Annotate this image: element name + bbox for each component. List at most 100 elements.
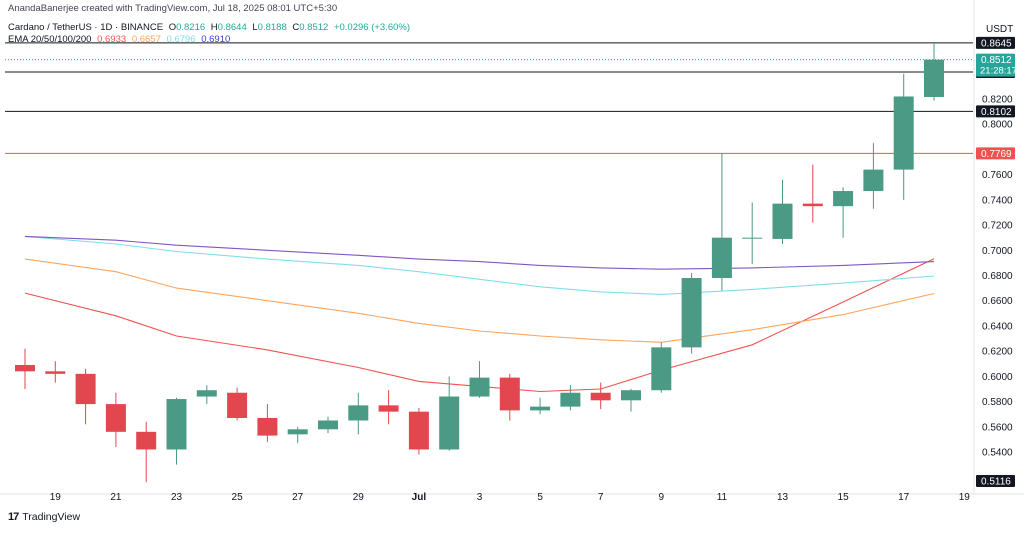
candle: [15, 348, 35, 389]
current-price-label: 0.8512: [981, 55, 1012, 66]
y-tick-label: 0.5800: [982, 397, 1013, 408]
candle: [45, 361, 66, 383]
candle-body: [651, 347, 672, 391]
candle-body: [590, 392, 611, 401]
candle: [651, 342, 672, 393]
high-value: 0.8644: [217, 22, 247, 33]
y-tick-label: 0.6600: [982, 296, 1013, 307]
ema200-value: 0.6910: [201, 34, 231, 45]
change-value: +0.0296 (+3.60%): [333, 22, 411, 33]
ema-line-ema200: [24, 235, 935, 270]
close-label: C: [292, 22, 300, 33]
candle-body: [772, 203, 793, 239]
candle-body: [105, 404, 126, 432]
candle: [136, 421, 157, 483]
level-label-box: [976, 105, 1015, 118]
tv-logo-icon: 17: [8, 511, 19, 523]
candle-body: [287, 429, 308, 435]
close-value: 0.8512: [299, 22, 329, 33]
x-tick-label: 5: [537, 492, 543, 503]
candle: [863, 143, 884, 209]
y-tick-label: 0.7200: [982, 221, 1013, 232]
candle: [681, 272, 702, 354]
ema50-value: 0.6657: [131, 34, 161, 45]
candle: [621, 388, 641, 412]
candle-body: [227, 392, 248, 418]
candle: [105, 392, 126, 447]
x-tick-label: 11: [717, 492, 728, 503]
y-tick-label: 0.6000: [982, 372, 1013, 383]
chart-legend: Cardano / TetherUS · 1D · BINANCE O0.821…: [8, 22, 413, 46]
x-tick-label: 19: [50, 492, 62, 503]
candle-body: [560, 392, 581, 407]
candle-body: [318, 420, 338, 430]
y-tick-label: 0.8200: [982, 95, 1013, 106]
candle-body: [499, 377, 520, 411]
candle-body: [196, 390, 217, 397]
y-tick-label: 0.6400: [982, 321, 1013, 332]
x-tick-label: 15: [838, 492, 850, 503]
candle-body: [893, 96, 914, 170]
candle-body: [742, 237, 763, 239]
candle-body: [802, 203, 823, 207]
candle-body: [348, 405, 369, 421]
x-tick-label: 27: [292, 492, 304, 503]
candle: [408, 407, 429, 455]
ema100-value: 0.6796: [166, 34, 196, 45]
candle-body: [711, 237, 732, 279]
level-label-box: [976, 147, 1015, 160]
candle: [560, 385, 581, 411]
tv-brand-name: TradingView: [22, 511, 81, 523]
open-label: O: [168, 22, 177, 33]
candle-body: [621, 390, 641, 401]
candle: [75, 368, 96, 425]
candle-body: [136, 431, 157, 450]
low-value: 0.8188: [257, 22, 287, 33]
candle: [893, 73, 914, 200]
candle: [802, 164, 823, 223]
open-value: 0.8216: [176, 22, 206, 33]
candle: [287, 426, 308, 444]
ema-label[interactable]: EMA 20/50/100/200: [8, 34, 92, 45]
candle-body: [15, 365, 35, 372]
chart-credit: AnandaBanerjee created with TradingView.…: [8, 3, 338, 14]
candle-body: [681, 278, 702, 348]
x-tick-label: 29: [353, 492, 365, 503]
tradingview-logo[interactable]: 17 TradingView: [8, 511, 80, 523]
candle: [742, 202, 763, 265]
low-label: L: [252, 22, 258, 33]
candle: [257, 404, 278, 442]
x-tick-label: 23: [171, 492, 183, 503]
x-tick-label: Jul: [412, 492, 427, 503]
candles: [15, 43, 944, 483]
candle: [590, 382, 611, 410]
symbol-row: Cardano / TetherUS · 1D · BINANCE O0.821…: [8, 22, 413, 34]
horizontal-lines: [5, 42, 973, 154]
candle: [348, 392, 369, 435]
y-tick-label: 0.5400: [982, 448, 1013, 459]
x-tick-label: 25: [232, 492, 244, 503]
symbol-name[interactable]: Cardano / TetherUS · 1D · BINANCE: [8, 22, 164, 33]
candle-body: [45, 371, 66, 374]
x-tick-label: 19: [959, 492, 971, 503]
x-tick-label: 3: [477, 492, 483, 503]
candle: [711, 153, 732, 291]
x-tick-label: 13: [777, 492, 789, 503]
ema-line-ema100: [24, 235, 935, 295]
candle: [378, 390, 399, 425]
y-tick-label: 0.5600: [982, 422, 1013, 433]
y-tick-label: 0.7000: [982, 246, 1013, 257]
candle-body: [469, 377, 490, 397]
x-tick-label: 9: [659, 492, 665, 503]
y-tick-label: 0.8000: [982, 120, 1013, 131]
candle-body: [408, 411, 429, 450]
low-label: 0.5116: [981, 477, 1011, 488]
candle: [439, 376, 460, 451]
x-tick-label: 17: [898, 492, 910, 503]
ema20-value: 0.6933: [97, 34, 127, 45]
candle: [530, 397, 551, 415]
x-tick-label: 21: [110, 492, 122, 503]
ema-line-ema50: [24, 258, 935, 343]
candle: [166, 397, 187, 465]
